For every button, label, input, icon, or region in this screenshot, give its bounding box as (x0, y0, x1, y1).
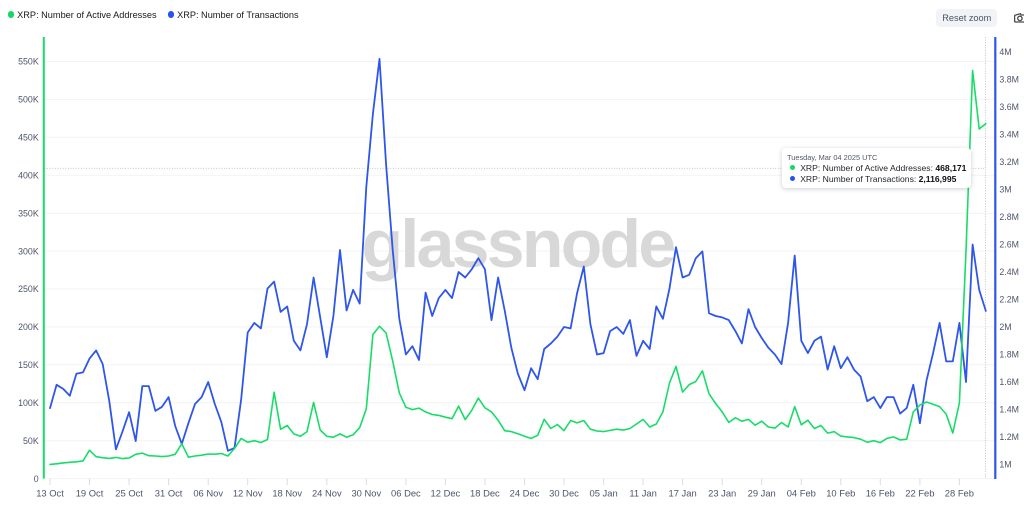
svg-text:3.4M: 3.4M (999, 130, 1019, 140)
svg-text:1.8M: 1.8M (999, 350, 1019, 360)
svg-text:2.4M: 2.4M (999, 267, 1019, 277)
svg-text:2.2M: 2.2M (999, 295, 1019, 305)
svg-text:1.2M: 1.2M (999, 432, 1019, 442)
svg-text:550K: 550K (18, 57, 39, 67)
svg-text:2.6M: 2.6M (999, 240, 1019, 250)
svg-text:2.8M: 2.8M (999, 212, 1019, 222)
svg-text:50K: 50K (23, 436, 39, 446)
svg-text:1.4M: 1.4M (999, 405, 1019, 415)
svg-text:300K: 300K (18, 246, 39, 256)
svg-text:3.2M: 3.2M (999, 157, 1019, 167)
svg-text:4M: 4M (999, 47, 1011, 57)
svg-text:17 Jan: 17 Jan (669, 488, 697, 499)
svg-text:18 Nov: 18 Nov (272, 488, 302, 499)
svg-text:3.8M: 3.8M (999, 75, 1019, 85)
svg-text:04 Feb: 04 Feb (787, 488, 816, 499)
svg-text:500K: 500K (18, 95, 39, 105)
svg-text:350K: 350K (18, 208, 39, 218)
svg-text:25 Oct: 25 Oct (115, 488, 143, 499)
svg-text:30 Nov: 30 Nov (351, 488, 381, 499)
svg-text:2M: 2M (999, 322, 1011, 332)
svg-text:100K: 100K (18, 398, 39, 408)
svg-text:24 Dec: 24 Dec (510, 488, 540, 499)
svg-text:0: 0 (34, 474, 39, 484)
svg-text:11 Jan: 11 Jan (629, 488, 656, 499)
svg-text:150K: 150K (18, 360, 39, 370)
svg-text:05 Jan: 05 Jan (590, 488, 618, 499)
svg-text:200K: 200K (18, 322, 39, 332)
svg-text:31 Oct: 31 Oct (155, 488, 183, 499)
svg-text:19 Oct: 19 Oct (76, 488, 104, 499)
svg-text:12 Dec: 12 Dec (431, 488, 461, 499)
svg-text:450K: 450K (18, 133, 39, 143)
svg-text:16 Feb: 16 Feb (866, 488, 895, 499)
svg-text:13 Oct: 13 Oct (36, 488, 64, 499)
svg-text:250K: 250K (18, 284, 39, 294)
svg-text:23 Jan: 23 Jan (708, 488, 736, 499)
svg-text:18 Dec: 18 Dec (470, 488, 500, 499)
svg-text:28 Feb: 28 Feb (945, 488, 974, 499)
svg-text:12 Nov: 12 Nov (233, 488, 263, 499)
svg-text:400K: 400K (18, 171, 39, 181)
svg-text:3M: 3M (999, 185, 1011, 195)
svg-text:06 Dec: 06 Dec (391, 488, 421, 499)
svg-text:1M: 1M (999, 460, 1011, 470)
svg-text:30 Dec: 30 Dec (549, 488, 579, 499)
svg-text:3.6M: 3.6M (999, 102, 1019, 112)
svg-text:24 Nov: 24 Nov (312, 488, 342, 499)
svg-text:22 Feb: 22 Feb (905, 488, 934, 499)
svg-text:1.6M: 1.6M (999, 377, 1019, 387)
svg-text:10 Feb: 10 Feb (826, 488, 855, 499)
svg-text:06 Nov: 06 Nov (193, 488, 223, 499)
svg-text:29 Jan: 29 Jan (748, 488, 776, 499)
svg-text:glassnode: glassnode (361, 206, 674, 282)
